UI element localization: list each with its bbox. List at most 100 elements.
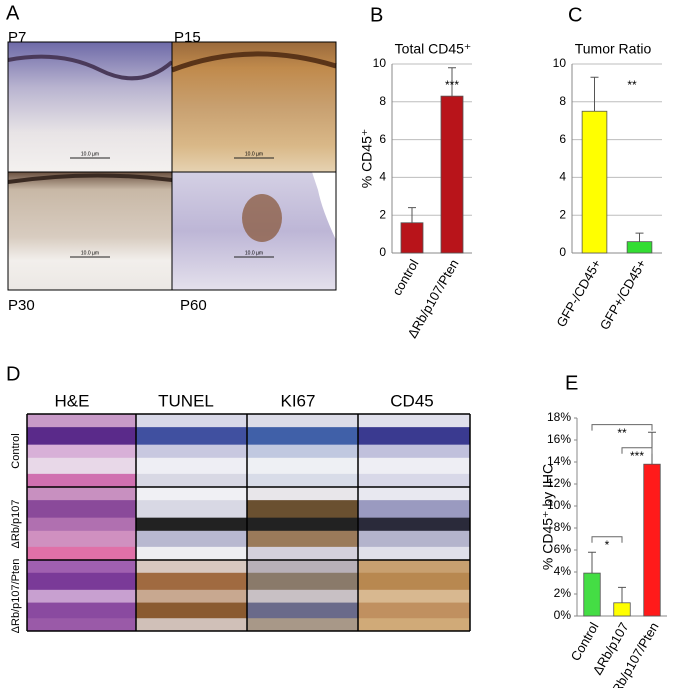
tissue-band: [247, 414, 358, 428]
tissue-band: [136, 546, 247, 561]
tissue-band: [27, 444, 136, 459]
tissue-band: [136, 414, 247, 428]
tissue-band: [136, 602, 247, 619]
tissue-band: [136, 457, 247, 475]
error-bar: [588, 551, 596, 574]
image-borders: [7, 41, 337, 291]
tissue-band: [27, 414, 136, 428]
tissue-band: [27, 572, 136, 591]
row-label: ΔRb/p107/Pten: [10, 559, 22, 634]
tissue-band: [136, 427, 247, 446]
column-header: TUNEL: [158, 391, 214, 410]
tissue-band: [358, 618, 470, 632]
scale-label: 10.0 µm: [81, 151, 99, 157]
tissue-band: [247, 500, 358, 519]
significance-label: **: [617, 426, 627, 440]
tissue-band: [247, 560, 358, 574]
y-tick-label: 4: [559, 170, 566, 184]
tissue-band: [358, 602, 470, 619]
y-tick-label: 2: [379, 207, 386, 221]
tissue-band: [27, 517, 136, 532]
tissue-band: [27, 589, 136, 604]
y-tick-label: 0: [379, 245, 386, 259]
significance-label: *: [605, 538, 610, 552]
tissue-band: [247, 457, 358, 475]
panel-label: B: [370, 4, 383, 26]
bar: [613, 602, 631, 617]
significance-bracket: [591, 424, 653, 431]
y-tick-label: 2%: [554, 586, 572, 600]
micrograph: [8, 172, 172, 290]
error-bar: [448, 67, 456, 97]
y-tick-label: 10: [373, 56, 387, 70]
tissue-band: [358, 530, 470, 548]
tissue-band: [27, 457, 136, 475]
y-tick-label: 8: [379, 94, 386, 108]
error-bar: [590, 76, 599, 112]
tissue-band: [27, 546, 136, 561]
bar: [643, 463, 661, 617]
chart-title: Total CD45⁺: [395, 41, 472, 57]
column-header: KI67: [281, 391, 316, 410]
tissue-band: [358, 487, 470, 501]
error-bar: [408, 207, 416, 223]
significance-label: ***: [445, 78, 459, 92]
tissue-band: [358, 517, 470, 532]
tissue-band: [358, 444, 470, 459]
age-label: P30: [8, 297, 35, 314]
tissue-band: [358, 473, 470, 488]
y-tick-label: 6: [559, 132, 566, 146]
tissue-band: [358, 572, 470, 591]
tissue-band: [247, 473, 358, 488]
tissue-band: [247, 546, 358, 561]
x-tick-label: GFP+/CD45+: [597, 257, 649, 333]
tissue-layer: [7, 54, 174, 81]
y-tick-label: 16%: [547, 432, 571, 446]
column-header: H&E: [55, 391, 90, 410]
tissue-band: [136, 517, 247, 532]
tissue-band: [247, 589, 358, 604]
y-tick-label: 4: [379, 170, 386, 184]
tissue-band: [247, 530, 358, 548]
tissue-band: [136, 618, 247, 632]
y-tick-label: 6%: [554, 542, 572, 556]
y-tick-label: 10%: [547, 498, 571, 512]
tissue-band: [27, 602, 136, 619]
y-axis-label: % CD45⁺: [359, 129, 375, 189]
row-label: ΔRb/p107: [10, 500, 22, 549]
tissue-layer: [7, 173, 173, 184]
panel-label: A: [6, 2, 20, 24]
panel-label: E: [565, 372, 578, 394]
bar: [440, 95, 464, 254]
tissue-band: [247, 517, 358, 532]
tissue-band: [136, 589, 247, 604]
tissue-band: [27, 427, 136, 446]
y-tick-label: 2: [559, 207, 566, 221]
column-header: CD45: [390, 391, 433, 410]
bar: [583, 572, 601, 617]
significance-label: ***: [630, 449, 644, 463]
tissue-band: [27, 473, 136, 488]
scale-label: 10.0 µm: [81, 250, 99, 256]
significance-bracket: [621, 447, 653, 454]
y-tick-label: 4%: [554, 564, 572, 578]
error-bar: [618, 586, 626, 603]
tissue-band: [358, 414, 470, 428]
y-tick-label: 14%: [547, 454, 571, 468]
scale-bars: [70, 157, 274, 258]
stained-cluster: [242, 194, 282, 242]
y-tick-label: 18%: [547, 410, 571, 424]
x-tick-label: control: [389, 257, 422, 298]
scale-label: 10.0 µm: [245, 250, 263, 256]
tissue-band: [247, 572, 358, 591]
bar: [400, 222, 424, 254]
tissue-band: [136, 473, 247, 488]
tissue-band: [358, 457, 470, 475]
row-label: Control: [10, 433, 22, 468]
tissue-band: [247, 487, 358, 501]
y-tick-label: 10: [553, 56, 567, 70]
tissue-band: [136, 530, 247, 548]
tissue-band: [247, 602, 358, 619]
panel-label: D: [6, 363, 20, 385]
y-tick-label: 8: [559, 94, 566, 108]
